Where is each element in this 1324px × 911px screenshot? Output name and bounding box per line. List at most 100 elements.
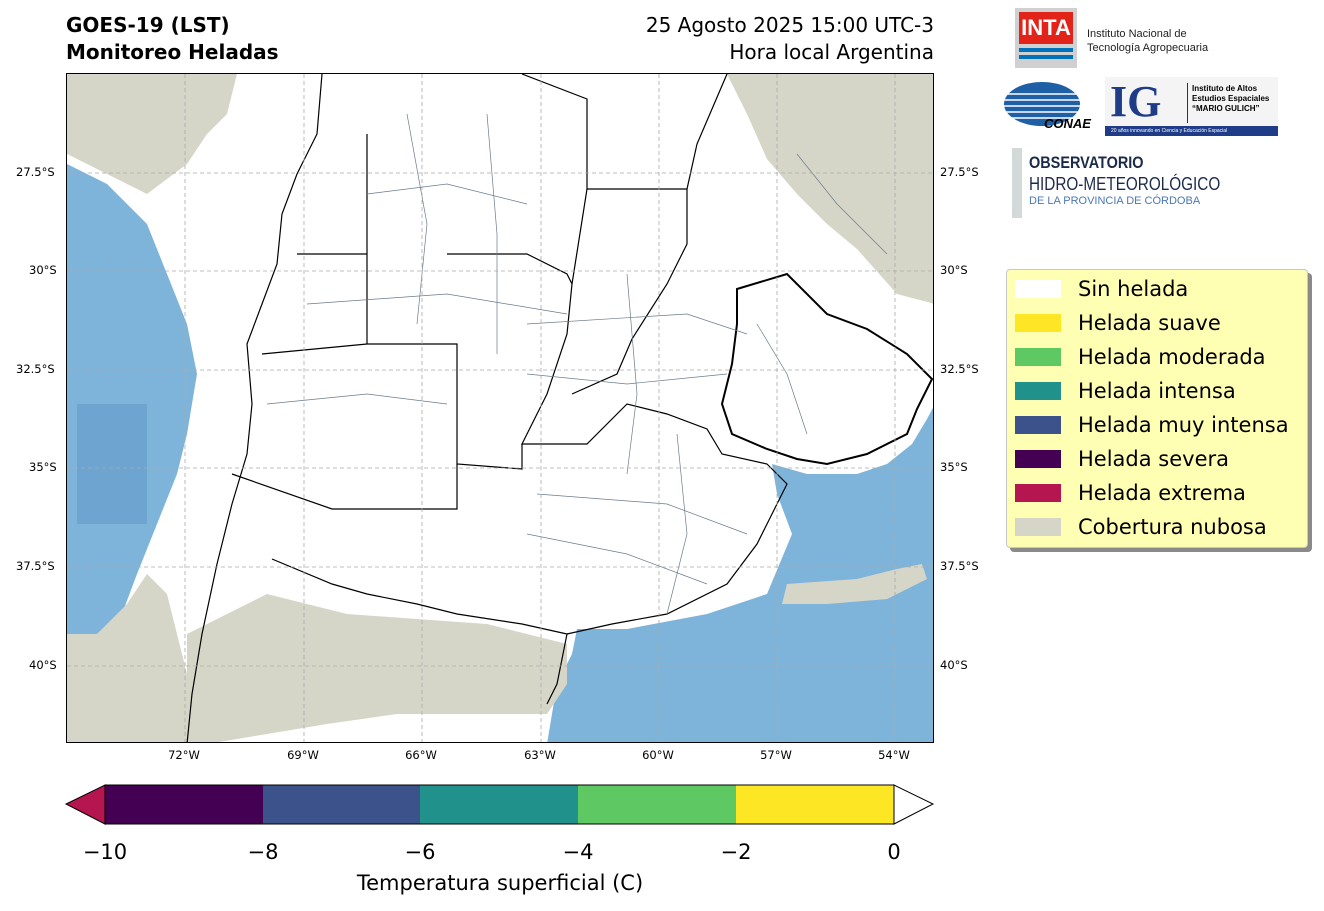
pacific-cloud-south <box>67 574 207 742</box>
observatorio-logo: OBSERVATORIO HIDRO-METEOROLÓGICO DE LA P… <box>1029 153 1254 208</box>
patagonia-cloud <box>187 594 567 742</box>
legend-label: Helada suave <box>1078 311 1221 335</box>
colorbar-over-triangle <box>893 784 935 825</box>
lon-label: 57°W <box>760 748 792 762</box>
title-line-1: GOES-19 (LST) <box>66 13 230 37</box>
lat-label-left: 35°S <box>29 460 57 474</box>
colorbar-tick: −10 <box>82 840 128 864</box>
legend-label: Helada moderada <box>1078 345 1266 369</box>
legend-item: Helada intensa <box>1015 376 1236 406</box>
conae-globe-icon <box>1004 82 1080 126</box>
colorbar <box>64 784 935 825</box>
legend-item: Sin helada <box>1015 274 1188 304</box>
obs-bar <box>1012 148 1022 218</box>
colorbar-segment <box>736 785 894 824</box>
legend-item: Helada muy intensa <box>1015 410 1289 440</box>
colorbar-tick: 0 <box>887 840 901 864</box>
legend-swatch <box>1015 450 1061 468</box>
colorbar-tick: −6 <box>404 840 436 864</box>
ig-mark: IG <box>1110 77 1162 126</box>
legend-swatch <box>1015 314 1061 332</box>
legend-item: Cobertura nubosa <box>1015 512 1267 542</box>
lat-label-left: 27.5°S <box>16 165 55 179</box>
obs-line-2: HIDRO-METEOROLÓGICO <box>1029 174 1221 194</box>
legend-item: Helada severa <box>1015 444 1229 474</box>
legend-label: Helada muy intensa <box>1078 413 1289 437</box>
date-line-1: 25 Agosto 2025 15:00 UTC-3 <box>645 13 934 37</box>
colorbar-segment <box>105 785 263 824</box>
lon-label: 60°W <box>642 748 674 762</box>
pacific-cloud <box>67 74 237 194</box>
legend-swatch <box>1015 280 1061 298</box>
frost-map <box>66 73 934 743</box>
inta-mark: INTA <box>1019 12 1073 44</box>
province-boundaries <box>186 74 788 742</box>
legend-label: Helada extrema <box>1078 481 1246 505</box>
colorbar-segment <box>420 785 578 824</box>
legend-swatch <box>1015 382 1061 400</box>
conae-logo: CONAE <box>1004 80 1091 132</box>
legend-label: Sin helada <box>1078 277 1189 301</box>
lon-label: 66°W <box>405 748 437 762</box>
legend-swatch <box>1015 518 1061 536</box>
colorbar-tick: −8 <box>247 840 279 864</box>
colorbar-outline <box>104 784 895 825</box>
ig-name: Instituto de Altos Estudios Espaciales “… <box>1192 84 1269 114</box>
ig-line-1: Instituto de Altos <box>1192 84 1258 93</box>
colorbar-title: Temperatura superficial (C) <box>356 871 644 895</box>
colorbar-tick: −4 <box>562 840 594 864</box>
legend-item: Helada suave <box>1015 308 1221 338</box>
inta-name: Instituto Nacional de Tecnología Agropec… <box>1087 27 1208 55</box>
inta-stripe <box>1019 48 1073 52</box>
colorbar-segment <box>578 785 736 824</box>
map-title: GOES-19 (LST) Monitoreo Heladas <box>66 12 279 66</box>
atlantic-sea <box>547 407 933 742</box>
ig-logo: IG Instituto de Altos Estudios Espaciale… <box>1105 77 1278 136</box>
inta-line-1: Instituto Nacional de <box>1087 28 1187 40</box>
lon-label: 69°W <box>287 748 319 762</box>
ig-line-3: “MARIO GULICH” <box>1192 104 1260 113</box>
obs-line-1: OBSERVATORIO <box>1029 153 1144 172</box>
inta-stripe <box>1019 55 1073 59</box>
legend-swatch <box>1015 484 1061 502</box>
lat-label-right: 27.5°S <box>940 165 979 179</box>
legend-item: Helada extrema <box>1015 478 1246 508</box>
colorbar-segment <box>263 785 420 824</box>
legend: Sin helada Helada suave Helada moderada … <box>1006 269 1308 548</box>
lat-label-right: 40°S <box>940 658 968 672</box>
ig-line-2: Estudios Espaciales <box>1192 94 1270 103</box>
legend-label: Cobertura nubosa <box>1078 515 1267 539</box>
lat-label-right: 37.5°S <box>940 559 979 573</box>
ig-divider <box>1187 83 1188 123</box>
lat-label-right: 30°S <box>940 263 968 277</box>
department-lines <box>266 113 888 615</box>
legend-item: Helada moderada <box>1015 342 1266 372</box>
legend-label: Helada severa <box>1078 447 1229 471</box>
date-line-2: Hora local Argentina <box>729 40 934 64</box>
colorbar-under-triangle <box>64 784 106 825</box>
legend-swatch <box>1015 416 1061 434</box>
lat-label-left: 30°S <box>29 263 57 277</box>
ig-tagline: 20 años innovando en Ciencia y Educación… <box>1105 126 1278 136</box>
lat-label-right: 32.5°S <box>940 362 979 376</box>
colorbar-tick: −2 <box>720 840 752 864</box>
atlantic-cloud <box>782 564 927 604</box>
legend-swatch <box>1015 348 1061 366</box>
timestamp: 25 Agosto 2025 15:00 UTC-3 Hora local Ar… <box>646 12 934 66</box>
uruguay-boundary <box>720 272 933 466</box>
lat-label-right: 35°S <box>940 460 968 474</box>
lat-label-left: 40°S <box>29 658 57 672</box>
pacific-sea-dark <box>77 404 147 524</box>
lon-label: 54°W <box>878 748 910 762</box>
inta-logo: INTA <box>1015 8 1077 68</box>
title-line-2: Monitoreo Heladas <box>66 40 279 64</box>
lat-label-left: 37.5°S <box>16 559 55 573</box>
gridlines <box>67 74 933 742</box>
conae-text: CONAE <box>1044 116 1091 131</box>
lon-label: 63°W <box>524 748 556 762</box>
inta-line-2: Tecnología Agropecuaria <box>1087 42 1209 54</box>
obs-line-3: DE LA PROVINCIA DE CÓRDOBA <box>1029 195 1201 207</box>
legend-label: Helada intensa <box>1078 379 1236 403</box>
map-canvas <box>67 74 933 742</box>
lon-label: 72°W <box>168 748 200 762</box>
